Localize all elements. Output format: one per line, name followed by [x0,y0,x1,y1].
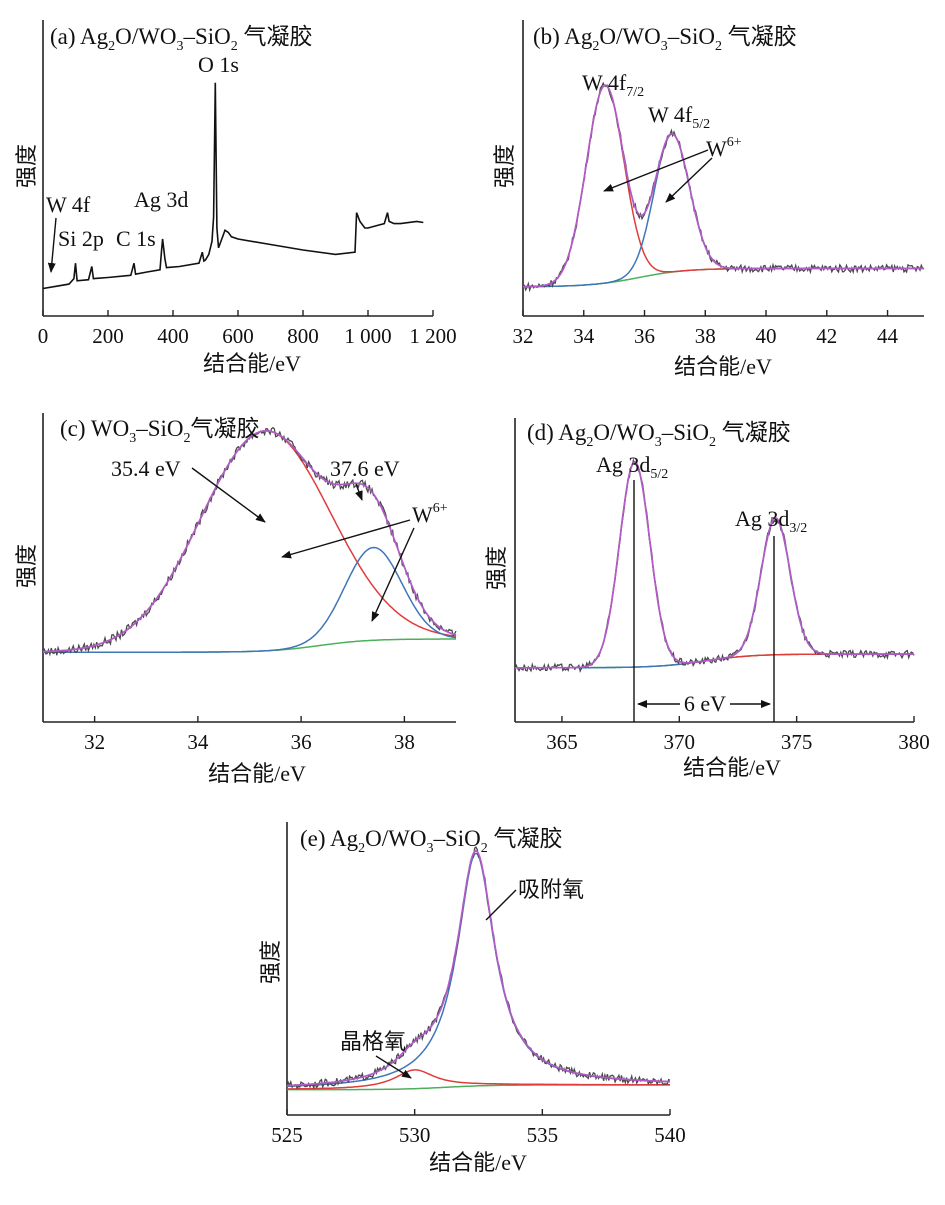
pointer-adsorbed-oxygen [485,889,517,921]
panel-a-tick-label: 0 [38,324,49,348]
label-ag3d52: Ag 3d5/2 [596,452,668,482]
arrow-lattice-oxygen [375,1055,412,1079]
panel-c: 32 34 36 38 (c) WO3–SiO2气凝胶 结合能/eV 强度 35.4 … [14,413,457,786]
label-w4f72: W 4f7/2 [582,70,644,100]
label-w4f: W 4f [46,192,91,217]
panel-c-tick-label: 38 [394,730,415,754]
label-c1s: C 1s [116,226,156,251]
arrow-w4f [47,217,57,273]
panel-c-title: (c) WO3–SiO2气凝胶 [60,416,259,446]
panel-e-ylabel: 强度 [258,940,283,984]
arrow-w6-c-1 [281,519,411,559]
panel-e-ticks: 525 530 535 540 [271,1109,686,1147]
panel-a-tick-label: 800 [287,324,319,348]
label-o1s: O 1s [198,52,239,77]
label-376ev: 37.6 eV [330,456,400,481]
panel-c-tick-label: 36 [291,730,312,754]
panel-b-tick-label: 42 [816,324,837,348]
panel-a-ylabel: 强度 [14,144,39,188]
arrow-w6-c-2 [371,527,415,622]
label-lattice-oxygen: 晶格氧 [340,1029,406,1054]
arrow-354 [191,467,266,523]
panel-a-curves [42,82,424,290]
label-ag3d: Ag 3d [134,187,188,212]
panel-d: 365 370 375 380 (d) Ag2O/WO3–SiO2 气凝胶 结合能/e… [484,418,930,780]
panel-e-tick-label: 530 [399,1123,431,1147]
panel-d-peak1-curve [515,461,914,669]
label-w6plus-c: W6+ [412,501,448,527]
panel-a-xlabel: 结合能/eV [203,351,301,376]
panel-b-xlabel: 结合能/eV [674,354,772,379]
panel-a-tick-label: 200 [92,324,124,348]
panel-c-envelope-curve [43,429,457,653]
panel-e-envelope-curve [286,849,671,1087]
panel-e-tick-label: 525 [271,1123,303,1147]
panel-b-ticks: 32 34 36 38 40 42 44 [513,310,899,348]
panel-d-tick-label: 375 [781,730,813,754]
panel-d-peak2-curve [515,517,914,669]
label-si2p: Si 2p [58,226,104,251]
panel-d-curves [514,458,915,673]
panel-c-peak2-curve [43,546,457,653]
panel-a-tick-label: 600 [222,324,254,348]
panel-e-tick-label: 535 [527,1123,559,1147]
arrow-376 [355,483,363,501]
panel-c-ylabel: 强度 [14,544,39,588]
panel-a-tick-label: 1 200 [409,324,456,348]
panel-c-ticks: 32 34 36 38 [84,716,415,754]
panel-b-tick-label: 38 [695,324,716,348]
panel-e-raw-curve [286,846,671,1090]
panel-e-tick-label: 540 [654,1123,686,1147]
panel-a-tick-label: 1 000 [344,324,391,348]
panel-b-tick-label: 44 [877,324,899,348]
panel-d-ylabel: 强度 [484,546,509,590]
panel-a: 0 200 400 600 800 1 000 1 200 (a) Ag2O/WO3–SiO… [14,20,457,376]
arrow-w6-b-2 [665,157,713,203]
panel-c-xlabel: 结合能/eV [208,761,306,786]
panel-d-tick-label: 365 [546,730,578,754]
panel-b-tick-label: 32 [513,324,534,348]
panel-a-ticks: 0 200 400 600 800 1 000 1 200 [38,310,457,348]
panel-b-title: (b) Ag2O/WO3–SiO2 气凝胶 [533,24,797,54]
arrow-w6-b-1 [603,149,709,192]
panel-d-xlabel: 结合能/eV [683,755,781,780]
panel-c-curves [42,426,457,657]
panel-a-survey-curve [42,82,424,290]
panel-d-tick-label: 380 [898,730,930,754]
panel-b-ylabel: 强度 [492,144,517,188]
panel-e: 525 530 535 540 (e) Ag2O/WO3–SiO2 气凝胶 结合能/e… [258,822,686,1175]
panel-c-tick-label: 32 [84,730,105,754]
label-ag3d32: Ag 3d3/2 [735,506,807,536]
panel-b-tick-label: 40 [756,324,777,348]
label-6ev: 6 eV [684,691,726,716]
label-adsorbed-oxygen: 吸附氧 [518,877,584,902]
label-354ev: 35.4 eV [111,456,181,481]
panel-d-raw-curve [514,458,915,673]
panel-c-tick-label: 34 [187,730,209,754]
panel-b-envelope-curve [523,84,924,288]
label-w6plus-b: W6+ [706,135,742,161]
panel-b-curves [522,81,925,293]
panel-a-title: (a) Ag2O/WO3–SiO2 气凝胶 [50,24,313,54]
panel-e-curves [286,846,671,1091]
panel-e-title: (e) Ag2O/WO3–SiO2 气凝胶 [300,826,563,856]
panel-d-title: (d) Ag2O/WO3–SiO2 气凝胶 [527,420,791,450]
panel-e-xlabel: 结合能/eV [429,1150,527,1175]
label-w4f52: W 4f5/2 [648,102,710,132]
panel-a-tick-label: 400 [157,324,189,348]
panel-b-tick-label: 34 [573,324,595,348]
panel-c-background-curve [43,638,456,653]
panel-e-peak1-curve [287,1069,670,1090]
panel-b-background-curve [523,267,924,288]
panel-d-ticks: 365 370 375 380 [546,716,930,754]
panel-b-tick-label: 36 [634,324,655,348]
panel-b: 32 34 36 38 40 42 44 (b) Ag2O/WO3–SiO2 气凝胶 结合能… [492,20,925,379]
panel-d-envelope-curve [515,460,914,669]
panel-d-tick-label: 370 [664,730,696,754]
